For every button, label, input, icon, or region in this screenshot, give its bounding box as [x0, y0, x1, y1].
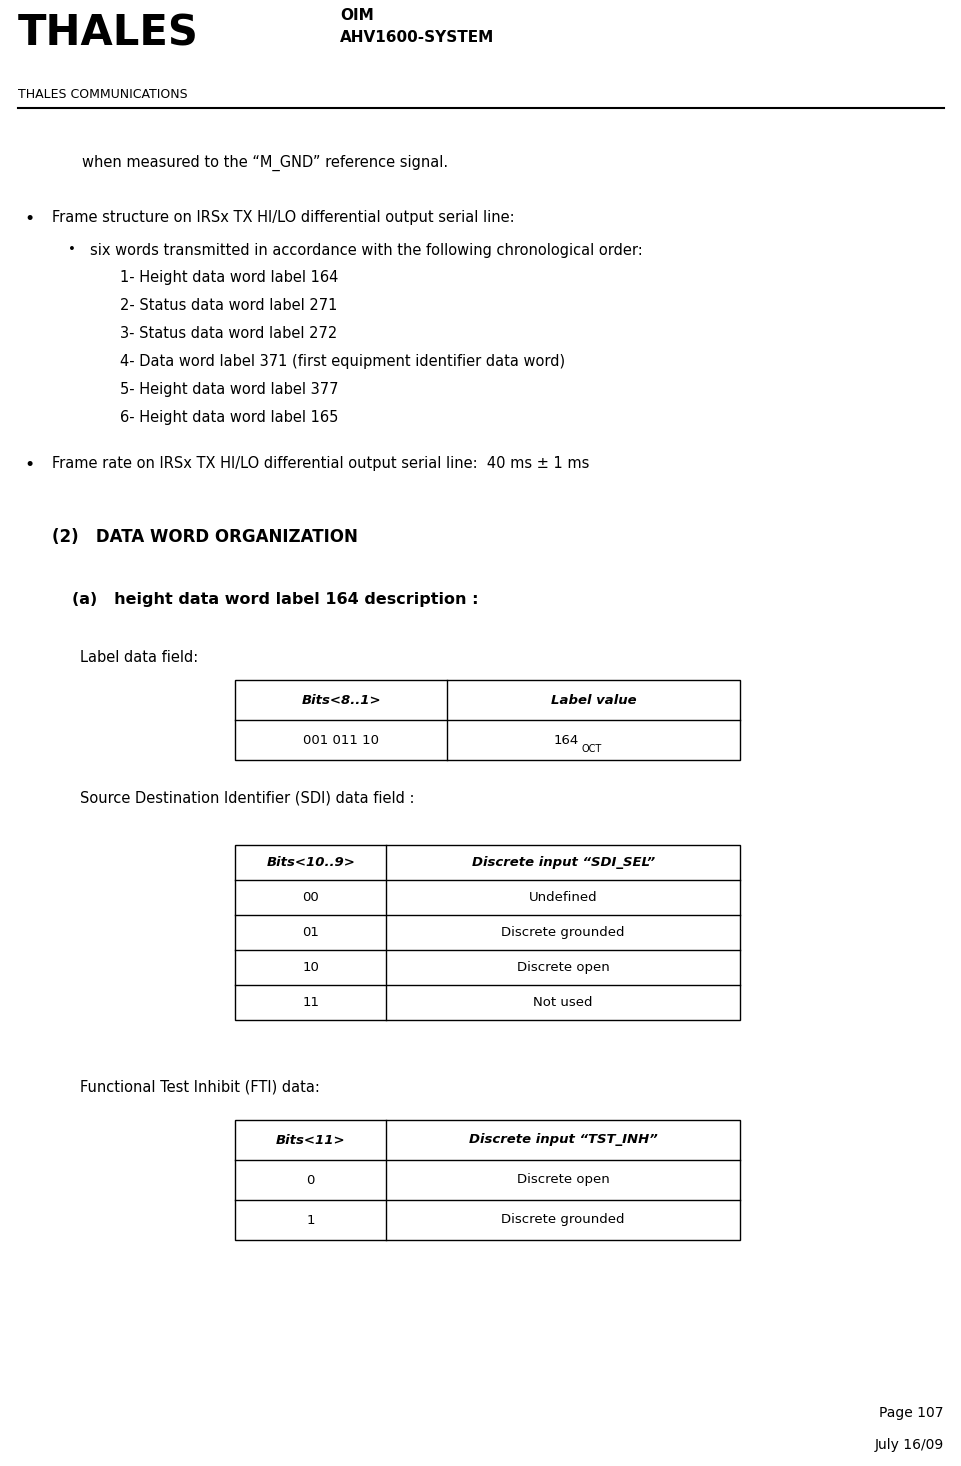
Text: Undefined: Undefined [529, 891, 597, 905]
Text: Functional Test Inhibit (FTI) data:: Functional Test Inhibit (FTI) data: [80, 1080, 320, 1095]
Text: •: • [24, 456, 35, 474]
Text: OCT: OCT [580, 743, 601, 754]
Text: 6- Height data word label 165: 6- Height data word label 165 [120, 410, 338, 425]
Text: Discrete grounded: Discrete grounded [501, 927, 625, 940]
Text: Label value: Label value [550, 693, 635, 707]
Text: 1- Height data word label 164: 1- Height data word label 164 [120, 270, 338, 284]
Text: (a)   height data word label 164 description :: (a) height data word label 164 descripti… [72, 592, 478, 607]
Text: 1: 1 [307, 1214, 314, 1227]
Text: Discrete input “SDI_SEL”: Discrete input “SDI_SEL” [471, 856, 654, 869]
Bar [234, 1120, 739, 1240]
Text: 01: 01 [302, 927, 319, 940]
Text: Not used: Not used [533, 995, 592, 1009]
Text: Label data field:: Label data field: [80, 649, 198, 666]
Text: Page 107: Page 107 [878, 1406, 943, 1421]
Text: 00: 00 [302, 891, 319, 905]
Text: (2)   DATA WORD ORGANIZATION: (2) DATA WORD ORGANIZATION [52, 528, 357, 545]
Text: Bits<10..9>: Bits<10..9> [266, 856, 355, 869]
Text: 001 011 10: 001 011 10 [303, 733, 379, 746]
Text: 0: 0 [307, 1173, 314, 1186]
Text: Discrete open: Discrete open [516, 962, 609, 973]
Text: 11: 11 [302, 995, 319, 1009]
Text: Bits<8..1>: Bits<8..1> [301, 693, 381, 707]
Bar [234, 844, 739, 1020]
Text: Discrete input “TST_INH”: Discrete input “TST_INH” [468, 1133, 657, 1146]
Text: AHV1600-SYSTEM: AHV1600-SYSTEM [339, 29, 494, 45]
Text: •: • [68, 243, 76, 257]
Text: 164: 164 [554, 733, 579, 746]
Text: Frame rate on IRSx TX HI/LO differential output serial line:  40 ms ± 1 ms: Frame rate on IRSx TX HI/LO differential… [52, 456, 589, 471]
Text: when measured to the “M_GND” reference signal.: when measured to the “M_GND” reference s… [82, 155, 448, 172]
Text: six words transmitted in accordance with the following chronological order:: six words transmitted in accordance with… [90, 243, 642, 258]
Text: 10: 10 [302, 962, 319, 973]
Text: Bits<11>: Bits<11> [276, 1133, 345, 1146]
Text: Discrete open: Discrete open [516, 1173, 609, 1186]
Text: Frame structure on IRSx TX HI/LO differential output serial line:: Frame structure on IRSx TX HI/LO differe… [52, 210, 514, 224]
Text: OIM: OIM [339, 7, 374, 23]
Text: THALES COMMUNICATIONS: THALES COMMUNICATIONS [18, 88, 187, 101]
Text: 3- Status data word label 272: 3- Status data word label 272 [120, 325, 337, 342]
Text: 4- Data word label 371 (first equipment identifier data word): 4- Data word label 371 (first equipment … [120, 353, 564, 369]
Bar [234, 680, 739, 759]
Text: Source Destination Identifier (SDI) data field :: Source Destination Identifier (SDI) data… [80, 790, 414, 805]
Text: •: • [24, 210, 35, 229]
Text: THALES: THALES [18, 12, 199, 54]
Text: Discrete grounded: Discrete grounded [501, 1214, 625, 1227]
Text: 2- Status data word label 271: 2- Status data word label 271 [120, 298, 337, 314]
Text: July 16/09: July 16/09 [874, 1438, 943, 1451]
Text: 5- Height data word label 377: 5- Height data word label 377 [120, 383, 338, 397]
